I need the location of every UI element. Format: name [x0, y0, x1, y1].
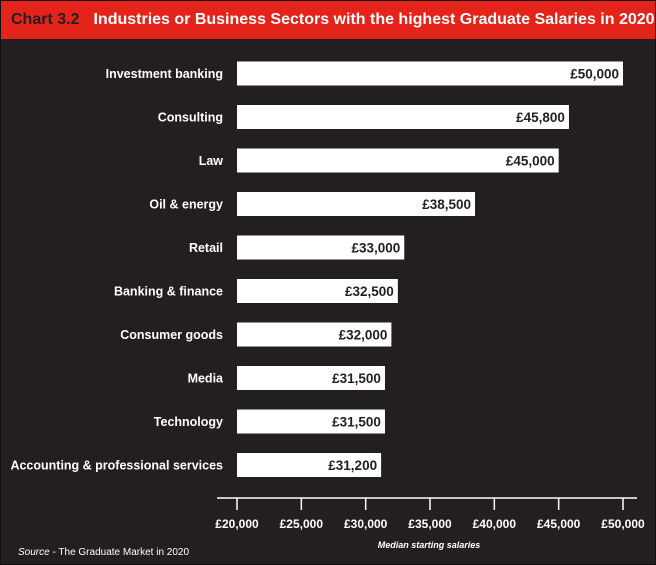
x-tick-label: £40,000: [473, 517, 517, 531]
chart-number: Chart 3.2: [11, 11, 80, 28]
bar: [237, 235, 405, 260]
value-label: £31,500: [332, 415, 381, 430]
x-tick-label: £50,000: [601, 517, 645, 531]
value-label: £32,500: [345, 284, 394, 299]
bar: [237, 366, 385, 390]
title-bar: Chart 3.2 Industries or Business Sectors…: [1, 1, 655, 39]
bars-layer: Investment banking £50,000 Consulting £45,8…: [10, 61, 623, 477]
category-label: Law: [199, 154, 224, 168]
x-tick-label: £30,000: [344, 517, 388, 531]
category-label: Retail: [189, 241, 223, 255]
bar: [237, 279, 398, 303]
x-tick-label: £45,000: [537, 517, 581, 531]
bar: [237, 453, 382, 477]
value-label: £45,800: [516, 110, 565, 125]
x-tick-label: £20,000: [215, 517, 259, 531]
category-label: Technology: [154, 415, 223, 429]
bar: [237, 409, 385, 434]
source-note: Source - The Graduate Market in 2020: [18, 547, 189, 558]
chart-title: Industries or Business Sectors with the …: [93, 11, 655, 28]
value-label: £33,000: [351, 241, 400, 256]
value-label: £31,200: [328, 458, 377, 473]
source-label: Source: [18, 547, 50, 558]
x-axis-title: Median starting salaries: [378, 540, 481, 550]
x-tick-label: £35,000: [408, 517, 452, 531]
category-label: Consulting: [158, 111, 223, 125]
value-label: £38,500: [422, 197, 471, 212]
category-label: Banking & finance: [114, 285, 223, 299]
category-label: Oil & energy: [149, 198, 223, 212]
source-text: - The Graduate Market in 2020: [49, 547, 190, 558]
category-label: Accounting & professional services: [10, 459, 223, 473]
value-label: £32,000: [339, 328, 388, 343]
x-tick-label: £25,000: [280, 517, 324, 531]
bar: [237, 148, 559, 173]
x-axis: £20,000 £25,000 £30,000 £35,000 £40,000 £45,0…: [215, 497, 645, 531]
category-label: Media: [188, 372, 224, 386]
value-label: £45,000: [506, 154, 555, 169]
bar: [237, 322, 392, 347]
bar: [237, 192, 476, 216]
category-label: Investment banking: [106, 67, 223, 81]
value-label: £50,000: [570, 67, 619, 82]
value-label: £31,500: [332, 371, 381, 386]
bar: [237, 105, 569, 129]
category-label: Consumer goods: [120, 328, 223, 342]
bar: [237, 61, 623, 86]
